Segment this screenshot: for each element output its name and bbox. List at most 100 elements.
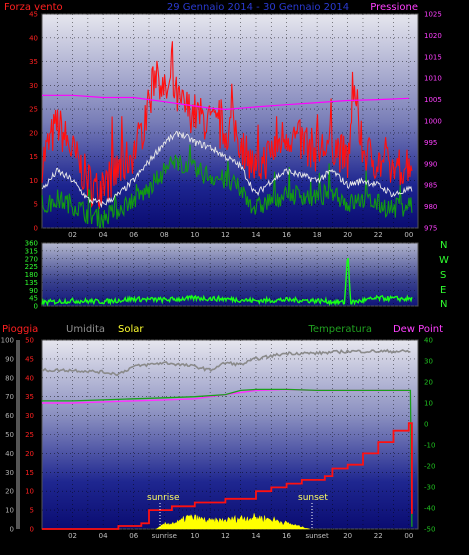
- left-tick-label: 40: [25, 374, 34, 382]
- humidity-axis-bar: [16, 340, 20, 529]
- left-tick-label: 0: [30, 526, 34, 534]
- left-tick-label: 360: [25, 240, 38, 248]
- compass-e: E: [440, 285, 446, 296]
- sunrise-text: sunrise: [147, 493, 180, 503]
- left-tick-label: 25: [25, 431, 34, 439]
- left-tick-label: 15: [25, 469, 34, 477]
- x-tick-label: 10: [190, 231, 199, 239]
- rain-label: Pioggia: [2, 324, 38, 335]
- chart-date-title: 29 Gennaio 2014 - 30 Gennaio 2014: [167, 2, 349, 13]
- x-tick-label: 22: [374, 532, 383, 540]
- left-tick-label: 50: [25, 337, 34, 345]
- x-tick-label: 04: [99, 231, 108, 239]
- right-tick-label: -50: [424, 526, 435, 534]
- compass-s: S: [440, 270, 446, 281]
- right-tick-label: 1005: [424, 96, 442, 104]
- humidity-label: Umidita: [66, 324, 105, 335]
- x-tick-label: 16: [282, 532, 291, 540]
- right-tick-label: 1000: [424, 118, 442, 126]
- right-tick-label: 980: [424, 203, 437, 211]
- left-tick-label: 315: [25, 247, 38, 255]
- left-tick-label: 30: [25, 412, 34, 420]
- compass-axis: N W S E N: [439, 240, 449, 310]
- right-tick-label: 985: [424, 182, 437, 190]
- left-tick-label: 270: [25, 255, 38, 263]
- right-tick-label: 1010: [424, 75, 442, 83]
- x-tick-label: 14: [252, 532, 261, 540]
- left-tick-label: 10: [29, 177, 38, 185]
- x-tick-label: 02: [68, 532, 77, 540]
- humidity-tick-label: 60: [5, 412, 14, 420]
- right-tick-label: 975: [424, 225, 437, 233]
- right-tick-label: 995: [424, 139, 437, 147]
- right-tick-label: 30: [424, 358, 433, 366]
- humidity-tick-label: 10: [5, 507, 14, 515]
- x-tick-label: 00: [404, 231, 413, 239]
- left-tick-label: 20: [25, 450, 34, 458]
- right-tick-label: 40: [424, 337, 433, 345]
- right-tick-label: -40: [424, 505, 435, 513]
- humidity-tick-label: 80: [5, 374, 14, 382]
- right-tick-label: -30: [424, 484, 435, 492]
- solar-label: Solar: [118, 324, 144, 335]
- left-tick-label: 90: [29, 287, 38, 295]
- left-tick-label: 45: [29, 295, 38, 303]
- right-tick-label: -10: [424, 442, 435, 450]
- left-tick-label: 10: [25, 488, 34, 496]
- x-tick-label: 08: [160, 231, 169, 239]
- left-tick-label: 180: [25, 271, 38, 279]
- humidity-tick-label: 90: [5, 355, 14, 363]
- x-tick-label: 14: [252, 231, 261, 239]
- compass-w: W: [439, 255, 449, 266]
- right-tick-label: 990: [424, 160, 437, 168]
- temperature-label: Temperatura: [307, 324, 372, 335]
- compass-n-top: N: [440, 240, 447, 251]
- humidity-tick-label: 50: [5, 431, 14, 439]
- humidity-tick-label: 100: [1, 337, 14, 345]
- left-tick-label: 45: [25, 355, 34, 363]
- x-tick-label: 00: [404, 532, 413, 540]
- right-tick-label: -20: [424, 463, 435, 471]
- left-tick-label: 225: [25, 263, 38, 271]
- left-tick-label: 135: [25, 279, 38, 287]
- x-tick-label: 22: [374, 231, 383, 239]
- x-tick-label: 04: [99, 532, 108, 540]
- left-tick-label: 20: [29, 129, 38, 137]
- humidity-tick-label: 40: [5, 450, 14, 458]
- x-tick-label: sunrise: [152, 532, 177, 540]
- x-tick-label: sunset: [306, 532, 329, 540]
- left-tick-label: 45: [29, 11, 38, 19]
- x-tick-label: 20: [343, 231, 352, 239]
- left-tick-label: 40: [29, 34, 38, 42]
- pressure-title: Pressione: [370, 2, 418, 13]
- dewpoint-label: Dew Point: [393, 324, 443, 335]
- x-tick-label: 02: [68, 231, 77, 239]
- x-tick-label: 10: [190, 532, 199, 540]
- humidity-tick-label: 20: [5, 488, 14, 496]
- x-tick-label: 18: [313, 231, 322, 239]
- left-tick-label: 15: [29, 153, 38, 161]
- humidity-tick-label: 70: [5, 393, 14, 401]
- humidity-tick-label: 0: [10, 526, 14, 534]
- right-tick-label: 20: [424, 379, 433, 387]
- right-tick-label: 0: [424, 421, 428, 429]
- left-tick-label: 0: [34, 303, 38, 311]
- x-tick-label: 12: [221, 231, 230, 239]
- compass-n-bottom: N: [440, 299, 447, 310]
- left-tick-label: 35: [29, 58, 38, 66]
- x-tick-label: 20: [343, 532, 352, 540]
- right-tick-label: 10: [424, 400, 433, 408]
- sunset-text: sunset: [298, 493, 328, 503]
- right-tick-label: 1025: [424, 11, 442, 19]
- left-tick-label: 5: [34, 201, 38, 209]
- left-tick-label: 35: [25, 393, 34, 401]
- x-tick-label: 06: [129, 532, 138, 540]
- x-tick-label: 16: [282, 231, 291, 239]
- left-tick-label: 25: [29, 106, 38, 114]
- right-tick-label: 1020: [424, 32, 442, 40]
- x-tick-label: 06: [129, 231, 138, 239]
- right-tick-label: 1015: [424, 53, 442, 61]
- left-tick-label: 5: [30, 507, 34, 515]
- x-tick-label: 12: [221, 532, 230, 540]
